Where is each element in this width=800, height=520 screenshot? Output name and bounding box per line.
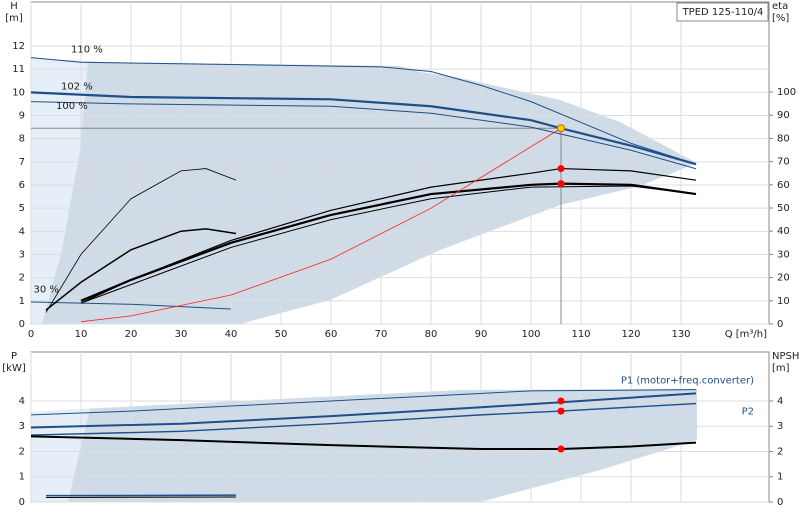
- y2-tick-label: 0: [777, 319, 783, 330]
- y-tick-label: 4: [19, 226, 25, 237]
- y2-tick-label: 90: [777, 110, 790, 121]
- y-tick-label: 0: [19, 497, 25, 508]
- x-tick-label: 10: [75, 329, 88, 340]
- title-box: [676, 2, 769, 22]
- y2-tick-label: 60: [777, 180, 790, 191]
- y2-tick-label: 70: [777, 157, 790, 168]
- x-tick-label: 30: [175, 329, 188, 340]
- x-tick-label: 50: [275, 329, 288, 340]
- y-tick-label: 12: [12, 41, 25, 52]
- chart-layer: 0 10 20 30 40 50 60 70 80 90 100 110 120 130012345678…: [2, 1, 799, 508]
- y2-axis-label: eta: [772, 1, 788, 12]
- curve: [30, 301, 232, 310]
- duty-point: [557, 445, 565, 453]
- y-tick-label: 0: [19, 319, 25, 330]
- y-tick-label: 3: [19, 250, 25, 261]
- y2-tick-label: 100: [777, 87, 796, 98]
- y-axis-label: H: [10, 1, 18, 12]
- y2-tick-label: 0: [777, 497, 783, 508]
- duty-point: [557, 180, 565, 188]
- y2-tick-label: 10: [777, 296, 790, 307]
- curve: [45, 496, 237, 498]
- y-tick-label: 6: [19, 180, 25, 191]
- duty-point: [557, 407, 565, 415]
- y-tick-label: 2: [19, 446, 25, 457]
- y-tick-label: 2: [19, 273, 25, 284]
- x-tick-label: 60: [325, 329, 338, 340]
- y-tick-label: 5: [19, 203, 25, 214]
- y-tick-label: 9: [19, 111, 25, 122]
- y2-tick-label: 50: [777, 203, 790, 214]
- curve-label: 102 %: [61, 82, 93, 93]
- y-tick-label: 10: [12, 87, 25, 98]
- x-tick-label: 20: [125, 329, 138, 340]
- y-tick-label: 1: [19, 296, 25, 307]
- curve: [80, 127, 562, 323]
- low-range: [31, 58, 88, 324]
- y2-axis-label: [%]: [772, 13, 789, 24]
- y-tick-label: 11: [12, 64, 25, 75]
- curve-label: P2: [742, 407, 754, 418]
- y2-tick-label: 3: [777, 421, 783, 432]
- curve-label: 30 %: [34, 284, 59, 295]
- y-tick-label: 8: [19, 134, 25, 145]
- curve: [30, 389, 697, 416]
- x-tick-label: 0: [28, 329, 34, 340]
- curve: [30, 435, 697, 450]
- curve: [30, 402, 697, 436]
- curve: [80, 182, 697, 302]
- y2-axis-label: NPSH: [772, 351, 799, 362]
- x-tick-label: 110: [571, 329, 590, 340]
- y2-axis-label: [m]: [772, 363, 790, 374]
- curve: [30, 392, 697, 429]
- y-tick-label: 3: [19, 421, 25, 432]
- y2-tick-label: 80: [777, 133, 790, 144]
- y-axis-label: [kW]: [2, 363, 26, 374]
- curve-label: 110 %: [71, 44, 103, 55]
- y2-tick-label: 2: [777, 446, 783, 457]
- curve: [80, 185, 697, 304]
- curve: [30, 57, 697, 165]
- y2-tick-label: 1: [777, 472, 783, 483]
- curve: [30, 91, 697, 166]
- x-tick-label: 90: [475, 329, 488, 340]
- x-tick-label: 70: [375, 329, 388, 340]
- y-axis-label: P: [11, 351, 17, 362]
- curve-label: P1 (motor+freq.converter): [621, 376, 754, 387]
- power-low-range: [31, 409, 90, 502]
- x-tick-label: 100: [521, 329, 540, 340]
- y-tick-label: 1: [19, 472, 25, 483]
- y2-tick-label: 20: [777, 273, 790, 284]
- curve: [30, 101, 697, 170]
- x-tick-label: 130: [671, 329, 690, 340]
- x-axis-label: Q [m³/h]: [725, 329, 767, 340]
- chart-title: TPED 125-110/4: [682, 7, 764, 18]
- curve: [45, 168, 237, 313]
- curve: [45, 228, 237, 311]
- curve: [45, 494, 237, 497]
- duty-point: [557, 165, 565, 173]
- y2-tick-label: 30: [777, 249, 790, 260]
- x-tick-label: 120: [621, 329, 640, 340]
- y2-tick-label: 4: [777, 396, 783, 407]
- y-axis-label: [m]: [5, 13, 23, 24]
- duty-point: [557, 397, 565, 405]
- duty-point: [557, 124, 565, 133]
- curve-label: 100 %: [56, 101, 88, 112]
- y-tick-label: 7: [19, 157, 25, 168]
- x-tick-label: 40: [225, 329, 238, 340]
- y2-tick-label: 40: [777, 226, 790, 237]
- x-tick-label: 80: [425, 329, 438, 340]
- y-tick-label: 4: [19, 396, 25, 407]
